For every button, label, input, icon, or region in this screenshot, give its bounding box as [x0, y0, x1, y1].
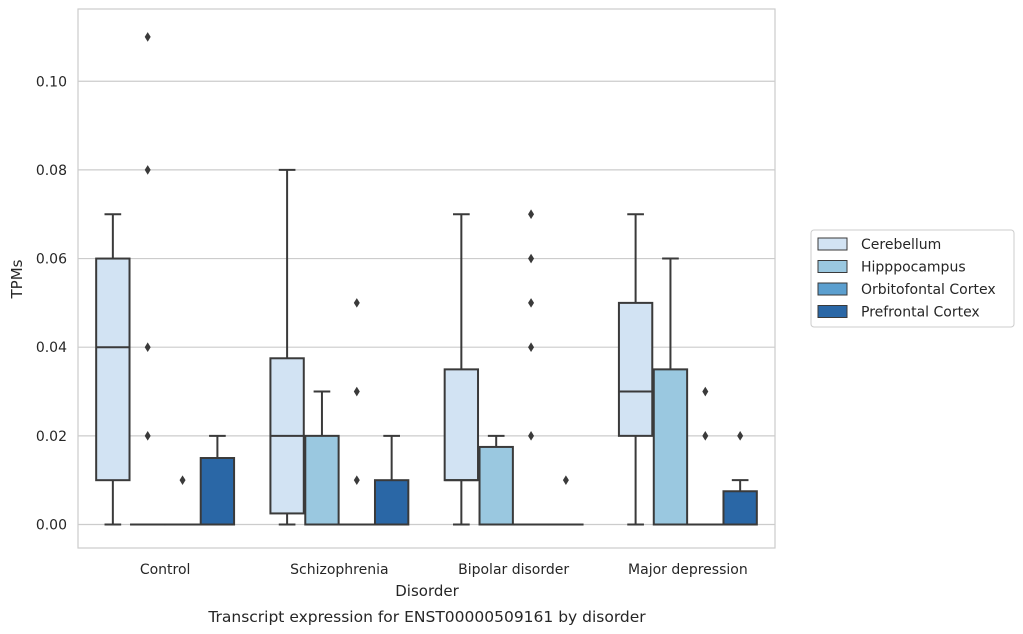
outlier-marker [737, 431, 744, 441]
box-1-0 [130, 32, 166, 526]
outlier-marker [144, 431, 151, 441]
y-tick-label: 0.06 [36, 252, 67, 268]
outlier-marker [702, 431, 709, 441]
box-3-1 [373, 434, 410, 526]
outlier-marker [528, 253, 535, 264]
outlier-marker [144, 32, 151, 42]
y-tick-label: 0.04 [36, 340, 67, 356]
legend-swatch [817, 260, 848, 273]
box-0-0 [95, 213, 131, 526]
outlier-marker [528, 342, 535, 353]
y-tick-label: 0.02 [36, 429, 67, 445]
outlier-marker [528, 209, 535, 220]
y-axis-title: TPMs [8, 259, 26, 299]
y-tick-label: 0.00 [36, 518, 67, 534]
box-3-2 [548, 475, 584, 526]
x-tick-label: Schizophrenia [290, 562, 388, 578]
y-tick-label: 0.08 [36, 163, 67, 179]
y-tick-labels: 0.00 0.02 0.04 0.06 0.08 0.10 [36, 74, 67, 533]
box-2-2 [513, 209, 549, 526]
legend-swatch [817, 282, 848, 296]
box-2-0 [164, 475, 201, 526]
box-body [652, 368, 689, 526]
x-tick-label: Control [140, 562, 191, 578]
box-body [95, 257, 131, 482]
box-body [617, 301, 654, 437]
box-3-0 [199, 434, 236, 526]
box-0-1 [269, 168, 305, 526]
y-tick-label: 0.10 [36, 74, 67, 90]
legend: Cerebellum Hipppocampus Orbitofontal Corte… [810, 229, 1015, 328]
outlier-marker [353, 298, 360, 308]
box-3-3 [722, 431, 758, 526]
outlier-marker [144, 342, 151, 353]
box-body [199, 457, 236, 526]
x-tick-label: Major depression [628, 562, 748, 578]
box-1-3 [652, 257, 689, 526]
box-body [478, 445, 514, 526]
x-axis-title: Disorder [395, 582, 459, 600]
legend-label: Prefrontal Cortex [861, 305, 980, 321]
box-0-3 [617, 213, 654, 526]
legend-swatch [817, 305, 848, 318]
legend-swatch [817, 237, 848, 251]
legend-frame [810, 229, 1015, 328]
legend-label: Orbitofontal Cortex [861, 282, 996, 298]
x-tick-labels: Control Schizophrenia Bipolar disorder Majo… [140, 562, 748, 578]
legend-label: Hipppocampus [861, 260, 966, 276]
box-2-1 [339, 298, 375, 526]
box-series [95, 32, 758, 526]
chart-caption: Transcript expression for ENST0000050916… [207, 608, 646, 626]
outlier-marker [528, 298, 535, 308]
outlier-marker [353, 386, 360, 397]
box-body [722, 490, 758, 526]
box-1-1 [304, 390, 340, 526]
x-tick-label: Bipolar disorder [458, 562, 569, 578]
outlier-marker [179, 475, 186, 485]
box-2-3 [687, 386, 723, 526]
outlier-marker [144, 165, 151, 175]
outlier-marker [702, 386, 709, 397]
box-body [443, 368, 480, 482]
outlier-marker [353, 475, 360, 485]
outlier-marker [528, 431, 535, 441]
box-1-2 [478, 434, 514, 526]
box-body [304, 434, 340, 526]
box-0-2 [443, 213, 480, 526]
legend-label: Cerebellum [861, 237, 941, 253]
outlier-marker [562, 475, 569, 485]
box-body [373, 479, 410, 526]
